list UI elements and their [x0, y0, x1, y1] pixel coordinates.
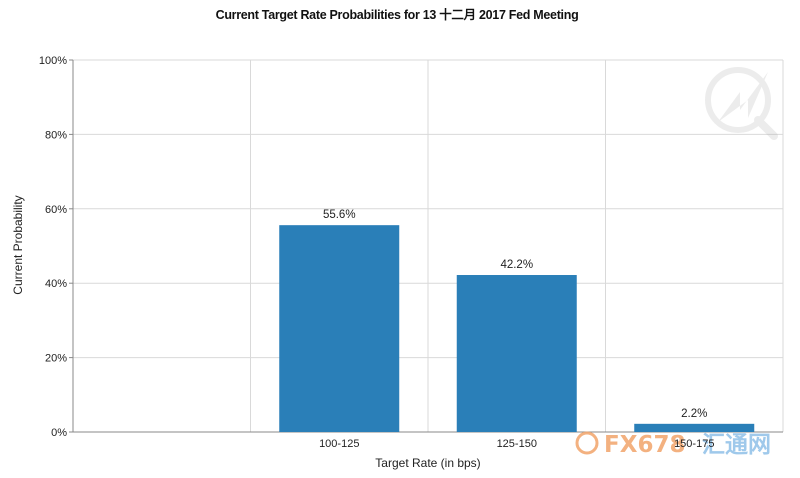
data-label: 2.2% — [681, 408, 707, 420]
watermark-brand-text: FX678 — [604, 432, 685, 458]
x-tick-label: 100-125 — [319, 438, 359, 450]
y-axis-title: Current Probability — [11, 195, 25, 294]
x-axis-title: Target Rate (in bps) — [375, 456, 480, 470]
bar — [456, 275, 577, 432]
labels: 0% 20% 40% 60% 80% 100% 55.6% 100-125 42.2% 125-1… — [39, 55, 715, 450]
data-label: 55.6% — [323, 209, 356, 221]
y-tick-label: 20% — [45, 353, 67, 365]
y-tick-label: 40% — [45, 278, 67, 290]
bars — [279, 225, 755, 432]
data-label: 42.2% — [500, 259, 533, 271]
x-tick-label: 125-150 — [497, 438, 537, 450]
chart-title: Current Target Rate Probabilities for 13… — [216, 7, 579, 22]
y-tick-label: 100% — [39, 55, 67, 67]
y-tick-label: 60% — [45, 204, 67, 216]
watermark-brand: FX678 汇通网 — [575, 431, 771, 458]
axes — [69, 59, 783, 433]
grid — [73, 59, 784, 432]
bar — [279, 225, 400, 432]
y-tick-label: 80% — [45, 129, 67, 141]
magnifier-arrow-icon — [705, 67, 778, 140]
x-tick-label: 150-175 — [674, 438, 714, 450]
brand-logo-icon — [575, 431, 599, 455]
watermark: FX678 汇通网 — [575, 67, 778, 458]
bar — [634, 423, 755, 432]
watermark-brand-cn: 汇通网 — [702, 432, 771, 458]
y-tick-label: 0% — [51, 427, 67, 439]
